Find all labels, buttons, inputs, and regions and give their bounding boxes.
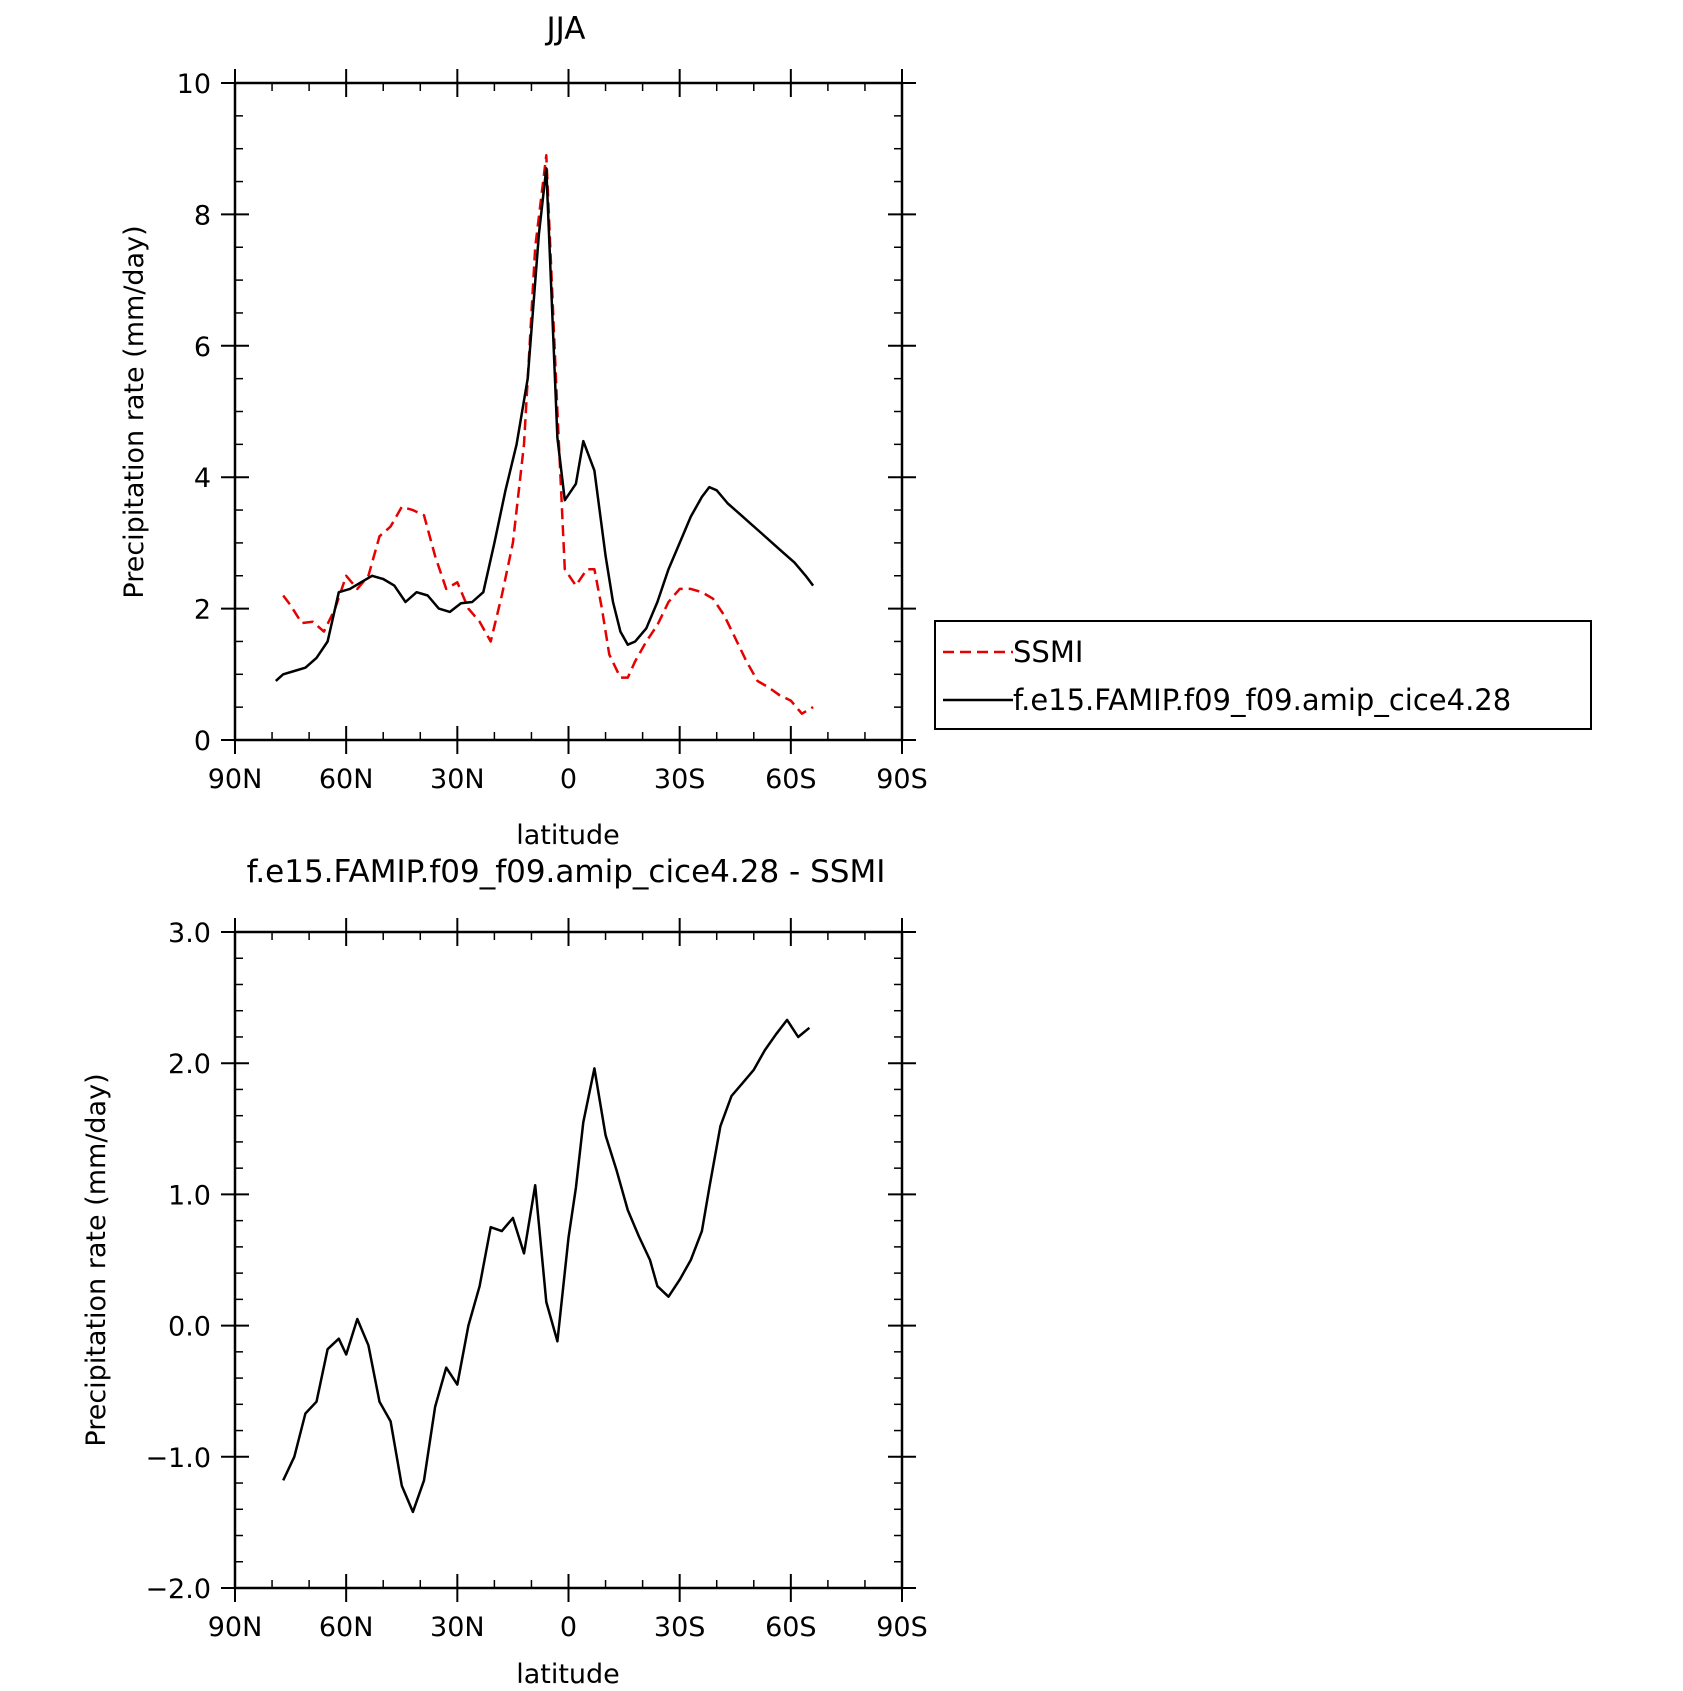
axis-ticks-bottom [221, 918, 916, 1602]
y-axis-label-top: Precipitation rate (mm/day) [119, 225, 150, 598]
axis-ticks-top [221, 69, 916, 754]
x-tick-labels-top: 90N 60N 30N 0 30S 60S 90S [208, 764, 928, 795]
y-tick-label: 0.0 [168, 1312, 211, 1343]
x-tick-label: 90S [876, 764, 928, 795]
x-tick-label: 30N [430, 1612, 485, 1643]
series-line-bottom-0 [282, 1018, 811, 1514]
panel-bottom: f.e15.FAMIP.f09_f09.amip_cice4.28 - SSMI… [81, 854, 928, 1690]
y-tick-label: 10 [177, 69, 211, 100]
legend-label-ssmi: SSMI [1013, 635, 1083, 669]
x-tick-labels-bottom: 90N 60N 30N 0 30S 60S 90S [208, 1612, 928, 1643]
x-tick-label: 60S [765, 1612, 817, 1643]
panel-top: JJA 0 2 4 6 8 10 90N 60N 30N 0 30S 60S 90S latitude… [119, 11, 928, 851]
x-tick-label: 30N [430, 764, 485, 795]
y-tick-label: 8 [194, 200, 211, 231]
x-tick-label: 90N [208, 1612, 263, 1643]
y-tick-label: 4 [194, 463, 211, 494]
x-axis-label-top: latitude [516, 820, 620, 851]
y-tick-label: 2 [194, 595, 211, 626]
x-axis-label-bottom: latitude [516, 1659, 620, 1690]
y-tick-label: 1.0 [168, 1180, 211, 1211]
x-tick-label: 60N [319, 1612, 374, 1643]
y-tick-label: 0 [194, 726, 211, 757]
x-tick-label: 90S [876, 1612, 928, 1643]
series-group-top [274, 154, 815, 715]
y-tick-label: 2.0 [168, 1049, 211, 1080]
x-tick-label: 60S [765, 764, 817, 795]
chart-title-top: JJA [545, 11, 586, 47]
plot-frame-top [233, 81, 904, 742]
x-tick-label: 0 [560, 764, 577, 795]
x-tick-label: 0 [560, 1612, 577, 1643]
series-line-top-1 [274, 167, 815, 682]
legend: SSMI f.e15.FAMIP.f09_f09.amip_cice4.28 [934, 620, 1592, 730]
y-tick-label: 6 [194, 332, 211, 363]
chart-title-bottom: f.e15.FAMIP.f09_f09.amip_cice4.28 - SSMI [247, 854, 886, 890]
y-axis-label-bottom: Precipitation rate (mm/day) [81, 1073, 112, 1446]
legend-box [934, 620, 1592, 730]
legend-label-model: f.e15.FAMIP.f09_f09.amip_cice4.28 [1013, 683, 1511, 717]
y-tick-label: −1.0 [145, 1443, 211, 1474]
y-tick-labels-bottom: −2.0 −1.0 0.0 1.0 2.0 3.0 [145, 918, 211, 1605]
series-group-bottom [282, 1018, 811, 1514]
y-tick-label: −2.0 [145, 1574, 211, 1605]
x-tick-label: 30S [654, 764, 706, 795]
x-tick-label: 90N [208, 764, 263, 795]
y-tick-label: 3.0 [168, 918, 211, 949]
y-tick-labels-top: 0 2 4 6 8 10 [177, 69, 211, 757]
x-tick-label: 60N [319, 764, 374, 795]
plot-frame-bottom [233, 930, 904, 1590]
x-tick-label: 30S [654, 1612, 706, 1643]
